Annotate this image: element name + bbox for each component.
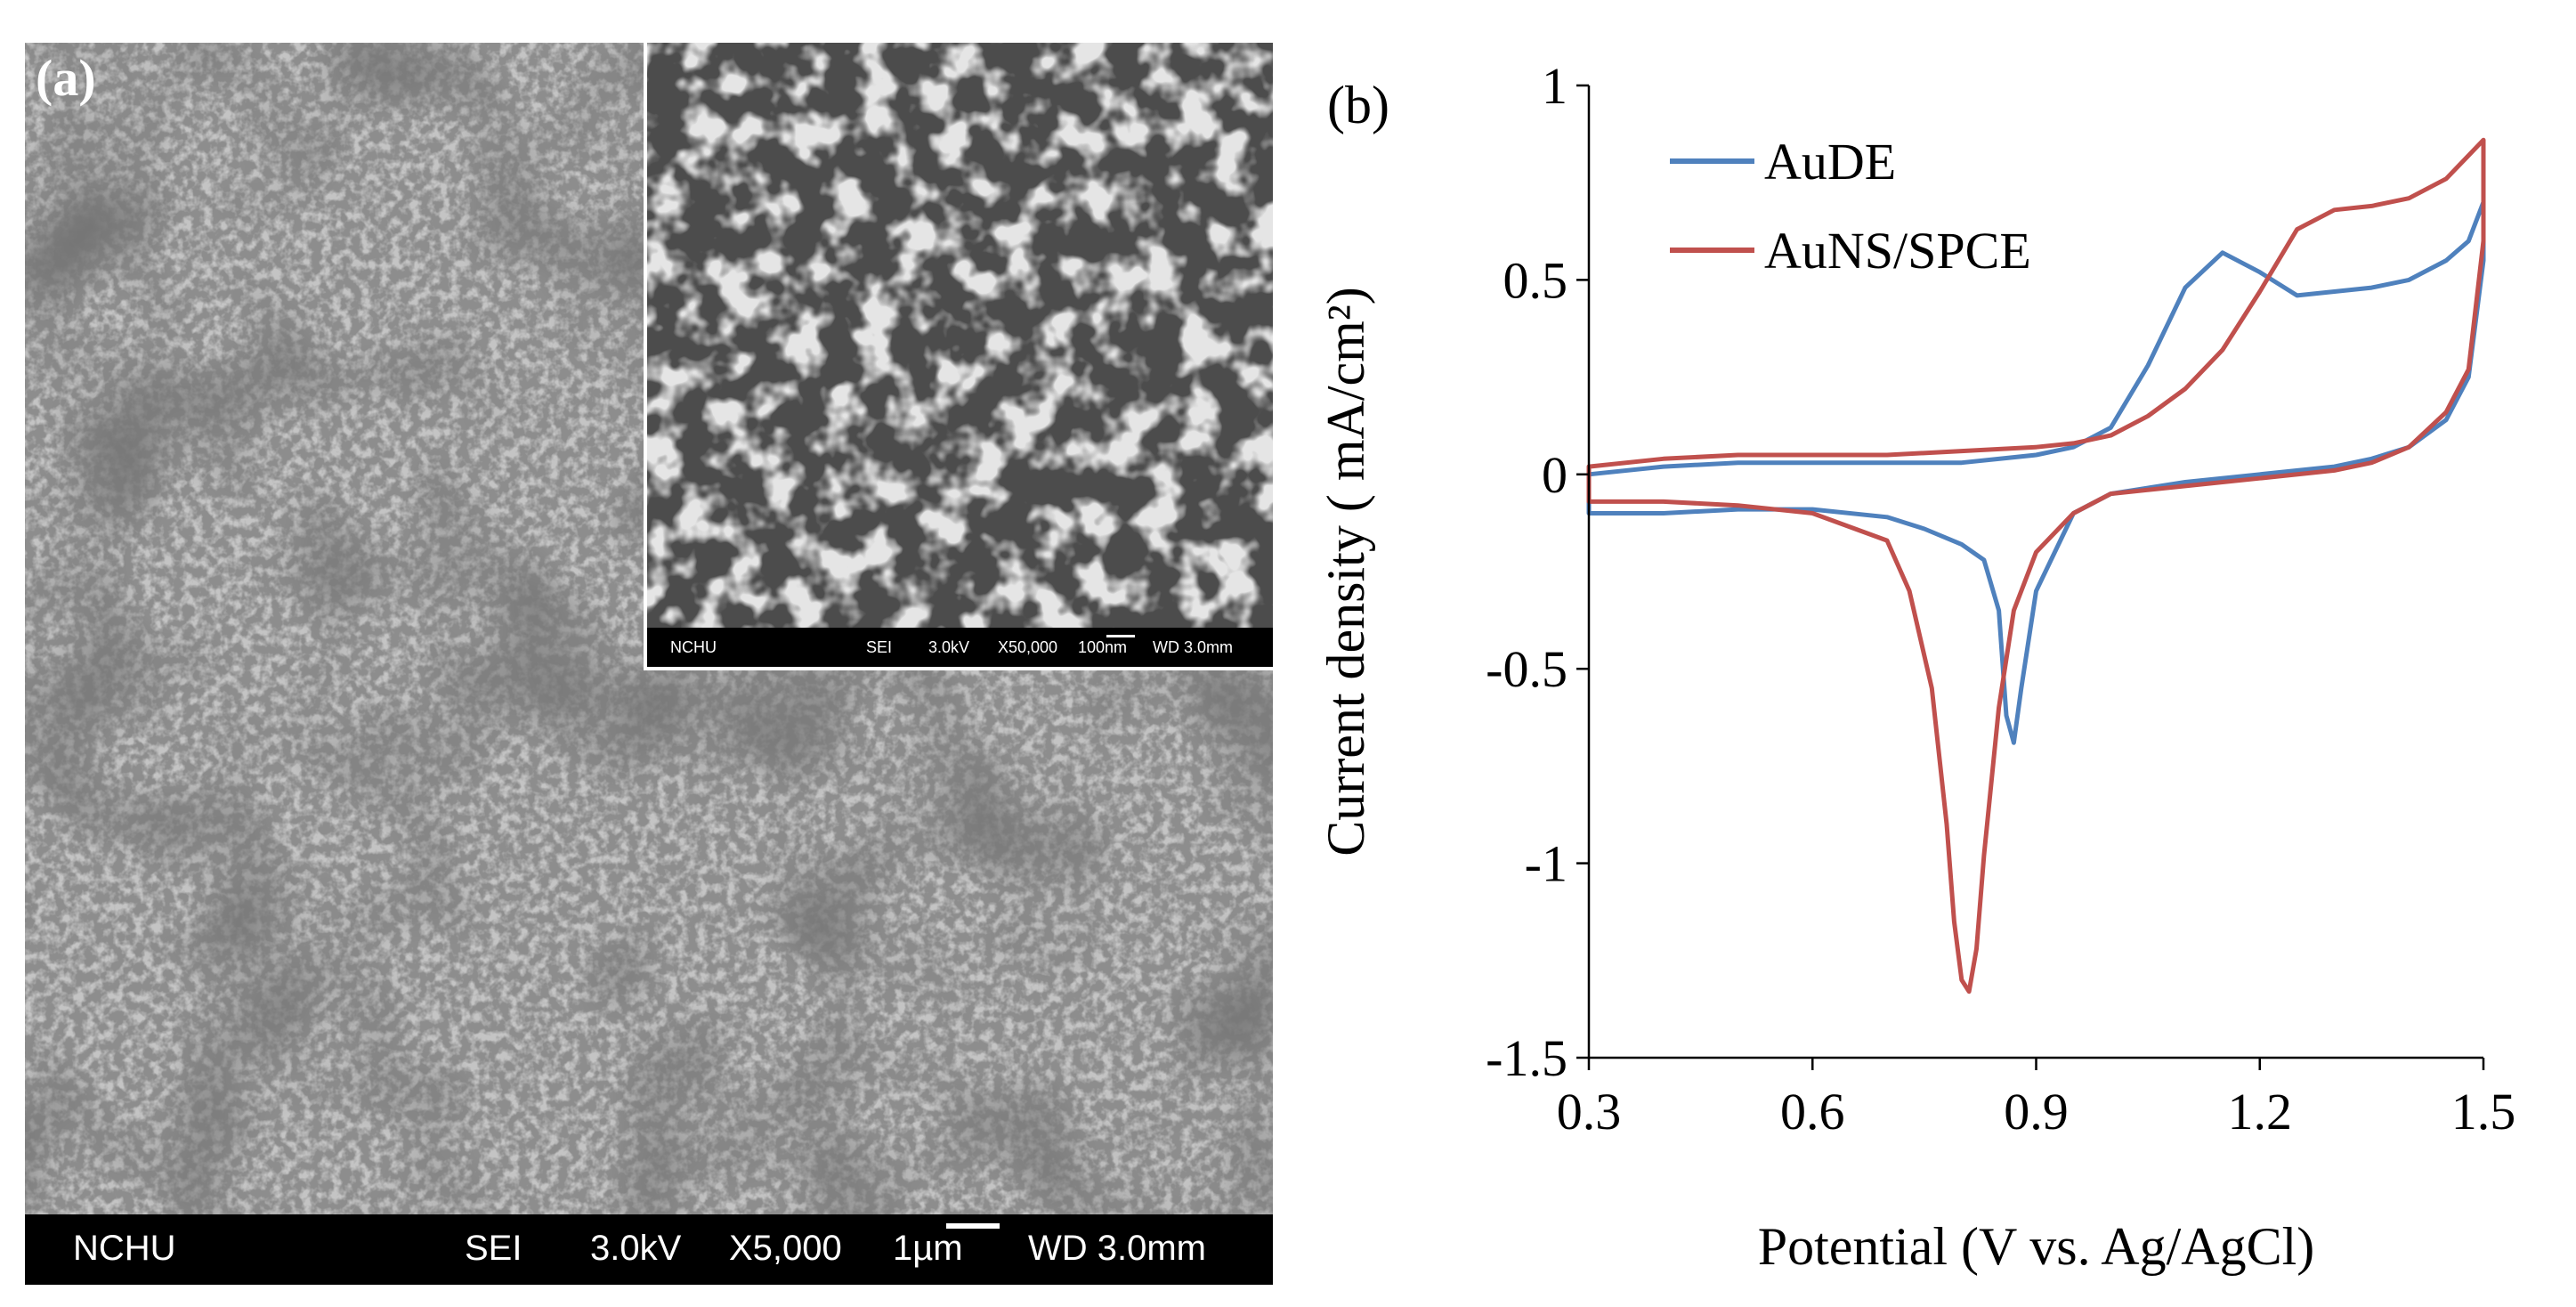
series-line-aude: [1586, 199, 2486, 745]
legend-label: AuNS/SPCE: [1764, 222, 2031, 280]
y-axis: 1 0.5 0 -0.5 -1 -1.5: [1486, 57, 1591, 1087]
series-line-auns-spce: [1586, 137, 2486, 994]
y-tick-label: -0.5: [1486, 640, 1567, 698]
inset-info-bar: NCHU SEI 3.0kV X50,000 100nm WD 3.0mm: [647, 628, 1273, 667]
sem-inset: NCHU SEI 3.0kV X50,000 100nm WD 3.0mm: [644, 43, 1273, 670]
y-tick-label: 0.5: [1503, 251, 1568, 309]
sem-wd-text: WD 3.0mm: [1028, 1229, 1206, 1268]
y-tick-label: -1: [1525, 835, 1567, 893]
y-axis-label: Current density ( mA/cm²): [1316, 287, 1375, 856]
legend-label: AuDE: [1764, 133, 1896, 191]
panel-a-label: (a): [36, 49, 96, 107]
inset-scale-bar: [1106, 635, 1135, 637]
panel-b-label: (b): [1327, 76, 1389, 134]
inset-scale-text: 100nm: [1078, 638, 1128, 656]
y-tick-label: 0: [1542, 446, 1567, 504]
plot-area: [1586, 137, 2486, 994]
legend: AuDE AuNS/SPCE: [1670, 133, 2031, 280]
inset-voltage-text: 3.0kV: [928, 638, 970, 656]
sem-mode-text: SEI: [465, 1229, 522, 1268]
cv-chart: (b) 1 0.5 0 -0.5 -1 -1.5 0.3 0.6 0.9 1.2 1.5 Curr…: [1316, 57, 2516, 1276]
sem-info-bar: NCHU SEI 3.0kV X5,000 1µm WD 3.0mm: [25, 1214, 1273, 1285]
x-tick-label: 1.5: [2451, 1083, 2516, 1141]
sem-lab-text: NCHU: [73, 1229, 176, 1268]
sem-magnification-text: X5,000: [729, 1229, 842, 1268]
y-tick-label: 1: [1542, 57, 1567, 115]
sem-scale-text: 1µm: [893, 1229, 963, 1268]
x-tick-label: 0.3: [1557, 1083, 1622, 1141]
x-tick-label: 0.6: [1780, 1083, 1845, 1141]
inset-magnification-text: X50,000: [998, 638, 1058, 656]
x-tick-label: 1.2: [2228, 1083, 2293, 1141]
sem-voltage-text: 3.0kV: [590, 1229, 682, 1268]
inset-wd-text: WD 3.0mm: [1153, 638, 1233, 656]
x-tick-label: 0.9: [2004, 1083, 2069, 1141]
inset-mode-text: SEI: [866, 638, 893, 656]
sem-inset-texture: [647, 43, 1273, 631]
x-axis-label: Potential (V vs. Ag/AgCl): [1758, 1217, 2315, 1276]
inset-lab-text: NCHU: [670, 638, 717, 656]
sem-scale-bar: [946, 1223, 1000, 1229]
sem-image-panel: (a) NCHU SEI 3.0kV X50,000 100nm: [25, 43, 1273, 1285]
y-tick-label: -1.5: [1486, 1029, 1567, 1087]
x-axis: 0.3 0.6 0.9 1.2 1.5: [1557, 1056, 2516, 1141]
